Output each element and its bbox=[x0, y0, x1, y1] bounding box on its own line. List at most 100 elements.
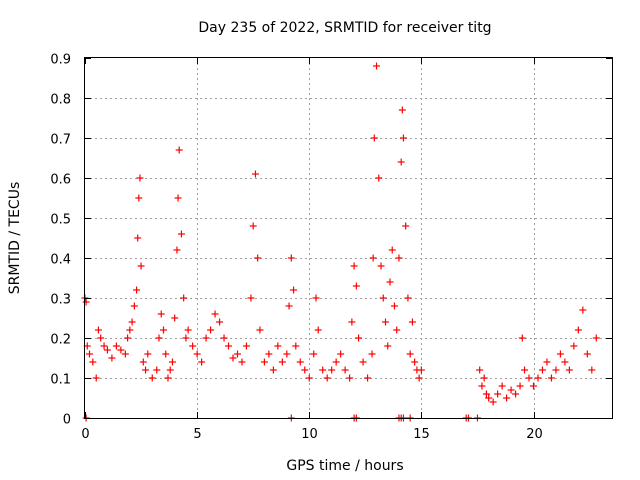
data-point bbox=[408, 318, 416, 326]
data-point bbox=[162, 350, 170, 358]
y-tick-label: 0.3 bbox=[50, 293, 71, 308]
data-point bbox=[274, 342, 282, 350]
data-point bbox=[89, 358, 97, 366]
data-point bbox=[547, 374, 555, 382]
data-point bbox=[175, 146, 183, 154]
data-point bbox=[337, 350, 345, 358]
data-point bbox=[411, 358, 419, 366]
data-point bbox=[561, 358, 569, 366]
data-point bbox=[301, 366, 309, 374]
y-tick-label: 0.1 bbox=[50, 373, 71, 388]
data-point bbox=[332, 358, 340, 366]
data-point bbox=[168, 358, 176, 366]
data-point bbox=[229, 354, 237, 362]
data-point bbox=[530, 382, 538, 390]
data-point bbox=[155, 334, 163, 342]
data-point bbox=[370, 134, 378, 142]
data-point bbox=[417, 366, 425, 374]
data-point bbox=[399, 134, 407, 142]
data-point bbox=[211, 310, 219, 318]
grid bbox=[85, 58, 612, 418]
data-point bbox=[393, 326, 401, 334]
data-point bbox=[341, 366, 349, 374]
data-point bbox=[136, 174, 144, 182]
data-point bbox=[133, 286, 141, 294]
data-point bbox=[108, 354, 116, 362]
data-point bbox=[485, 394, 493, 402]
data-point bbox=[377, 262, 385, 270]
data-point bbox=[260, 358, 268, 366]
data-point bbox=[100, 342, 108, 350]
data-point bbox=[538, 366, 546, 374]
data-point bbox=[397, 158, 405, 166]
data-point bbox=[556, 350, 564, 358]
data-point bbox=[404, 294, 412, 302]
data-point bbox=[570, 342, 578, 350]
data-point bbox=[373, 62, 381, 70]
data-point bbox=[285, 302, 293, 310]
data-point bbox=[180, 294, 188, 302]
data-point bbox=[198, 358, 206, 366]
x-tick-label: 15 bbox=[413, 427, 430, 442]
data-point bbox=[159, 326, 167, 334]
data-point bbox=[177, 230, 185, 238]
data-point bbox=[220, 334, 228, 342]
data-point bbox=[379, 294, 387, 302]
y-axis-label: SRMTID / TECUs bbox=[7, 182, 23, 295]
data-point bbox=[242, 342, 250, 350]
data-point bbox=[364, 374, 372, 382]
data-point bbox=[153, 366, 161, 374]
data-point bbox=[579, 306, 587, 314]
data-point bbox=[512, 390, 520, 398]
x-axis-label: GPS time / hours bbox=[286, 458, 403, 474]
y-tick-label: 0.6 bbox=[50, 173, 71, 188]
data-point bbox=[588, 366, 596, 374]
data-point bbox=[348, 318, 356, 326]
data-point bbox=[310, 350, 318, 358]
data-point bbox=[355, 334, 363, 342]
chart-title: Day 235 of 2022, SRMTID for receiver tit… bbox=[198, 20, 491, 36]
data-point bbox=[130, 302, 138, 310]
data-points bbox=[81, 62, 600, 422]
data-point bbox=[182, 334, 190, 342]
data-point bbox=[238, 358, 246, 366]
data-point bbox=[534, 374, 542, 382]
data-point bbox=[402, 222, 410, 230]
y-tick-label: 0.9 bbox=[50, 53, 71, 68]
data-point bbox=[415, 374, 423, 382]
data-point bbox=[193, 350, 201, 358]
data-point bbox=[171, 314, 179, 322]
x-tick-label: 20 bbox=[526, 427, 543, 442]
data-point bbox=[352, 282, 360, 290]
y-tick-label: 0.5 bbox=[50, 213, 71, 228]
data-point bbox=[233, 350, 241, 358]
data-point bbox=[386, 278, 394, 286]
data-point bbox=[478, 382, 486, 390]
data-point bbox=[103, 346, 111, 354]
data-point bbox=[157, 310, 165, 318]
data-point bbox=[124, 334, 132, 342]
data-point bbox=[507, 386, 515, 394]
data-point bbox=[503, 394, 511, 402]
data-point bbox=[142, 366, 150, 374]
data-point bbox=[368, 350, 376, 358]
data-point bbox=[350, 262, 358, 270]
x-tick-label: 0 bbox=[81, 427, 89, 442]
data-point bbox=[521, 366, 529, 374]
data-point bbox=[85, 350, 93, 358]
data-point bbox=[390, 302, 398, 310]
tick-marks bbox=[85, 58, 612, 419]
data-point bbox=[398, 106, 406, 114]
data-point bbox=[148, 374, 156, 382]
data-point bbox=[346, 374, 354, 382]
data-point bbox=[287, 254, 295, 262]
data-point bbox=[189, 342, 197, 350]
data-point bbox=[382, 318, 390, 326]
data-point bbox=[202, 334, 210, 342]
data-point bbox=[384, 342, 392, 350]
data-point bbox=[482, 390, 490, 398]
plot-frame bbox=[84, 57, 613, 419]
data-point bbox=[164, 374, 172, 382]
data-point bbox=[592, 334, 600, 342]
data-point bbox=[247, 294, 255, 302]
